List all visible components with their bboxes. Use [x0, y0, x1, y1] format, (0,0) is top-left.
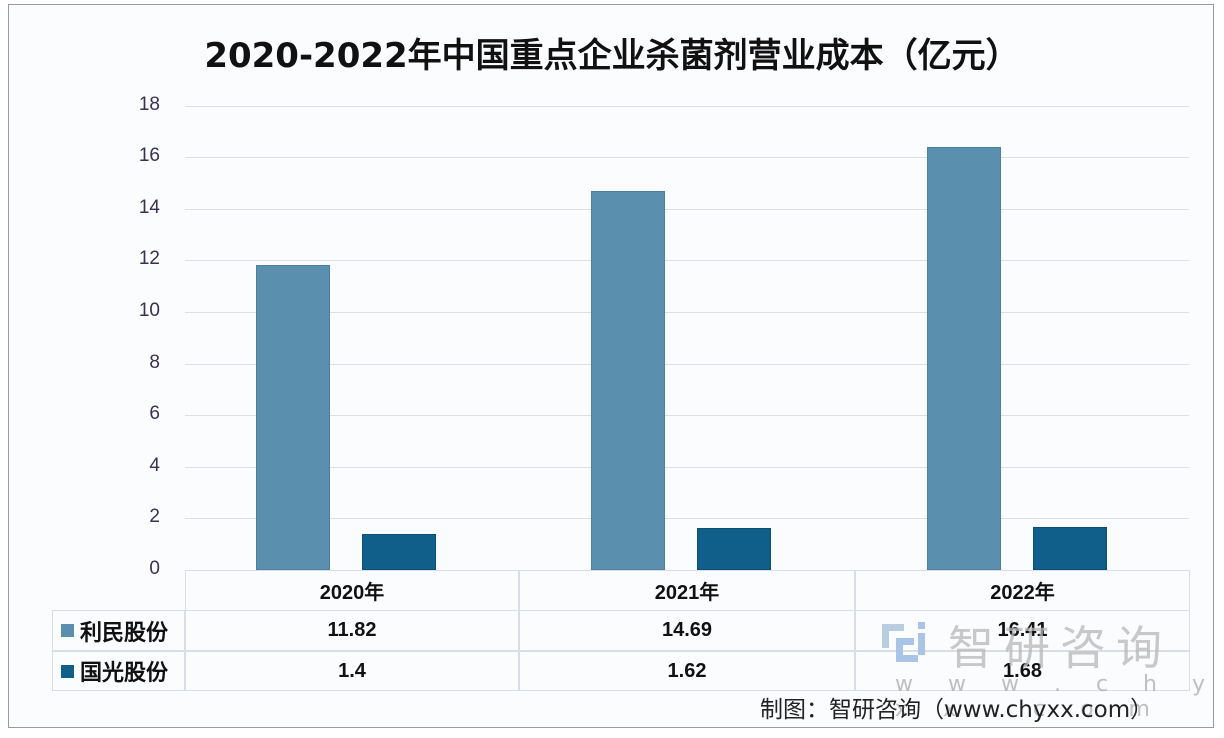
y-tick-label: 6: [149, 403, 160, 425]
y-tick-label: 14: [138, 196, 160, 218]
bar-limin-2021: [591, 190, 665, 570]
table-header-cell: 2020年: [185, 570, 519, 611]
legend-swatch-icon: [61, 664, 74, 678]
y-tick-label: 12: [138, 248, 160, 270]
table-header-cell: 2021年: [519, 570, 855, 611]
table-header-cell: 2022年: [855, 570, 1190, 611]
table-value-cell: 11.82: [185, 610, 519, 651]
source-note: 制图：智研咨询（www.chyxx.com）: [760, 697, 1154, 723]
y-tick-label: 2: [149, 506, 160, 528]
table-value-cell: 1.68: [855, 651, 1190, 691]
legend-row-label: 国光股份: [52, 651, 185, 691]
gridline: [185, 105, 1189, 107]
legend-label: 利民股份: [80, 619, 169, 645]
gridline: [185, 157, 1189, 159]
table-value-cell: 14.69: [519, 610, 855, 651]
table-value-cell: 1.62: [519, 651, 855, 691]
table-value-cell: 16.41: [855, 610, 1190, 651]
bar-guoguang-2020: [362, 533, 436, 570]
legend-swatch-icon: [61, 624, 74, 637]
gridline: [185, 415, 1189, 417]
y-tick-label: 16: [138, 145, 160, 167]
chart-title: 2020-2022年中国重点企业杀菌剂营业成本（亿元）: [204, 36, 1020, 76]
gridline: [185, 518, 1189, 520]
legend-label: 国光股份: [80, 660, 169, 685]
table-value-cell: 1.4: [185, 651, 519, 691]
gridline: [185, 466, 1189, 468]
watermark-url: w w w . c h y x x . c o m: [895, 672, 1219, 722]
watermark-text: 智研咨询: [948, 621, 1172, 675]
gridline: [185, 312, 1189, 313]
y-tick-label: 18: [138, 93, 160, 115]
bar-guoguang-2021: [697, 528, 771, 570]
y-tick-label: 8: [149, 351, 160, 373]
gridline: [185, 260, 1189, 262]
bar-limin-2022: [926, 146, 1001, 570]
watermark-logo-icon: [882, 622, 925, 662]
legend-row-label: 利民股份: [52, 610, 185, 651]
gridline: [185, 208, 1189, 210]
gridline: [185, 363, 1189, 365]
bar-limin-2020: [256, 265, 330, 570]
bar-guoguang-2022: [1032, 526, 1107, 570]
y-tick-label: 4: [149, 454, 160, 476]
y-tick-label: 10: [138, 300, 160, 321]
y-tick-label: 0: [149, 558, 160, 579]
